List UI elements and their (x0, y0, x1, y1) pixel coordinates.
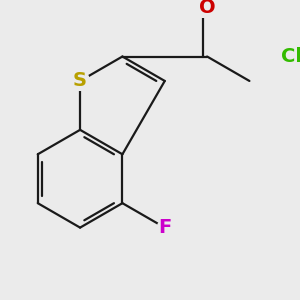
Circle shape (71, 72, 89, 90)
Circle shape (279, 44, 300, 70)
Text: O: O (199, 0, 215, 17)
Circle shape (157, 220, 172, 235)
Circle shape (199, 0, 216, 16)
Text: F: F (158, 218, 171, 237)
Text: S: S (73, 71, 87, 91)
Text: Cl: Cl (281, 47, 300, 66)
